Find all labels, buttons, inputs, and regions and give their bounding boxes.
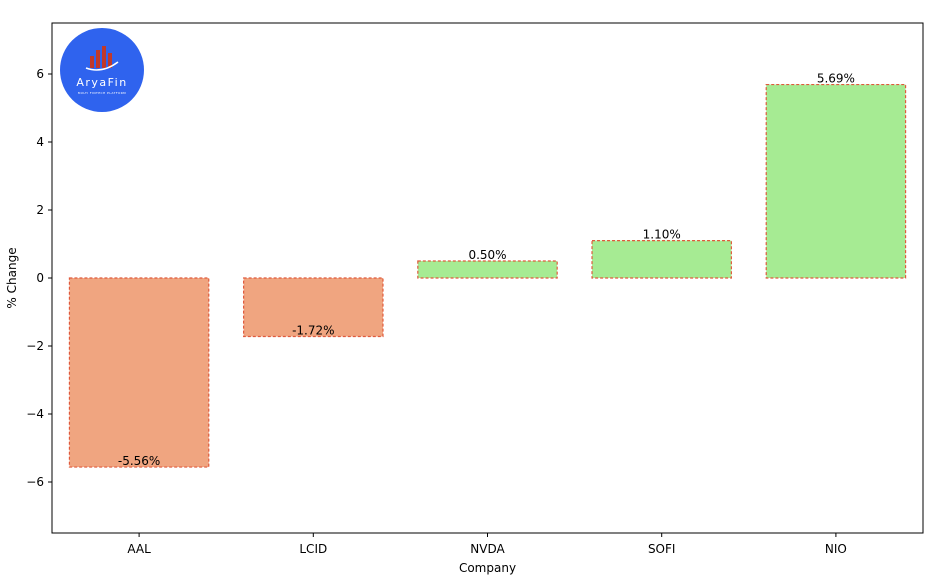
y-tick-label: 2 — [36, 203, 44, 217]
data-label-nio: 5.69% — [817, 72, 855, 86]
y-tick-label: 0 — [36, 271, 44, 285]
bar-nvda — [417, 260, 558, 279]
y-tick-label: −2 — [26, 339, 44, 353]
x-tick-label: NIO — [825, 542, 847, 556]
bar-aal — [68, 277, 210, 468]
bars-group — [68, 83, 907, 468]
x-axis-title: Company — [459, 561, 516, 575]
bar-lcid — [243, 277, 384, 338]
x-tick-label: SOFI — [648, 542, 676, 556]
y-tick-label: −4 — [26, 407, 44, 421]
logo-tagline: MULTI FINTECH PLATFORM — [78, 91, 126, 95]
data-label-sofi: 1.10% — [643, 228, 681, 242]
x-tick-label: AAL — [127, 542, 151, 556]
y-tick-label: −6 — [26, 475, 44, 489]
x-axis: AAL LCID NVDA SOFI NIO — [127, 533, 847, 556]
y-tick-label: 4 — [36, 135, 44, 149]
bar-sofi — [591, 240, 732, 279]
x-tick-label: NVDA — [470, 542, 505, 556]
data-label-aal: -5.56% — [118, 454, 160, 468]
y-axis-title: % Change — [5, 247, 19, 308]
data-label-nvda: 0.50% — [468, 248, 506, 262]
logo-name: AryaFin — [76, 76, 127, 89]
logo-bars-icon — [85, 46, 119, 71]
y-axis: −6 −4 −2 0 2 4 6 — [26, 67, 52, 489]
bar-nio — [765, 83, 907, 279]
data-label-lcid: -1.72% — [292, 323, 334, 337]
y-tick-label: 6 — [36, 67, 44, 81]
data-labels-group: -5.56% -1.72% 0.50% 1.10% 5.69% — [118, 72, 855, 469]
x-tick-label: LCID — [299, 542, 327, 556]
aryafin-logo: AryaFin MULTI FINTECH PLATFORM — [60, 28, 144, 112]
